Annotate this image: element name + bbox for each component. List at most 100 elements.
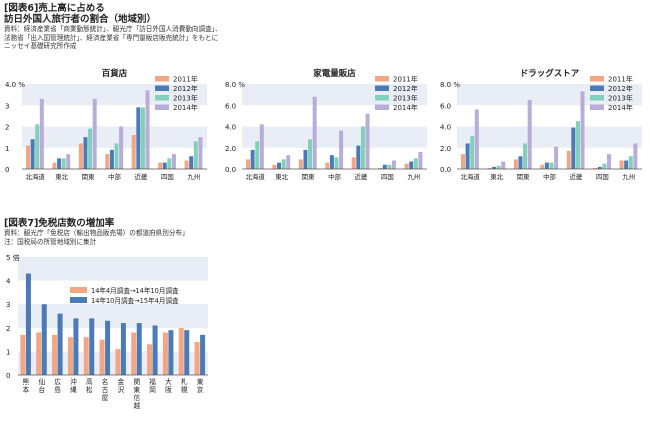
x-tick-label: 四国 <box>161 173 174 181</box>
legend-swatch <box>375 85 389 91</box>
legend-label: 2012年 <box>608 84 633 93</box>
figure7-note-1: 資料：観光庁「免税店（輸出物品販売場）の都道府県別分布」 <box>4 229 189 237</box>
chart-title: ドラッグストア <box>520 68 580 79</box>
legend-swatch <box>155 95 169 101</box>
bar <box>136 323 142 375</box>
bar <box>61 158 66 169</box>
legend-swatch <box>155 76 169 82</box>
legend-label: 2013年 <box>393 94 418 103</box>
bar <box>259 124 264 169</box>
bar <box>26 145 31 169</box>
bar <box>360 126 365 169</box>
legend-swatch <box>590 85 604 91</box>
legend-swatch <box>375 104 389 110</box>
y-tick-label: 3 <box>5 102 9 110</box>
y-tick-label: 4.0 % <box>5 81 25 89</box>
x-tick-label: 沖縄 <box>70 377 77 394</box>
bar <box>184 160 189 169</box>
bar <box>178 327 184 375</box>
x-tick-label: 東北 <box>275 172 288 181</box>
legend-label: 2011年 <box>608 75 633 84</box>
bar <box>492 166 497 169</box>
bar <box>193 141 198 169</box>
bar <box>189 156 194 169</box>
x-tick-label: 関東 <box>82 172 95 181</box>
bar <box>387 164 392 169</box>
legend-label: 14年4月調査→14年10月調査 <box>91 286 179 295</box>
x-tick-label: 名古屋 <box>102 377 109 402</box>
bar <box>168 330 174 375</box>
bar <box>57 158 62 169</box>
legend-swatch <box>70 297 87 303</box>
figure6-note-3: ニッセイ基礎研究所作成 <box>4 42 77 51</box>
bar <box>518 156 523 169</box>
legend-label: 14年10月調査→15年4月調査 <box>91 296 179 305</box>
x-tick-label: 広島 <box>54 377 61 394</box>
bar <box>501 161 506 169</box>
bar <box>409 161 414 169</box>
bar <box>115 349 121 375</box>
bar <box>198 137 203 169</box>
bar <box>527 99 532 169</box>
y-tick-label: 6.0 <box>440 102 451 110</box>
x-tick-label: 中部 <box>108 172 121 181</box>
bar <box>286 155 291 169</box>
x-tick-label: 近畿 <box>570 172 583 181</box>
figure7-note-2: 注：国税局の所管地域別に集計 <box>4 237 97 246</box>
x-tick-label: 熊本 <box>23 377 30 394</box>
bar <box>120 323 126 375</box>
y-tick-label: 0 <box>6 372 10 380</box>
bar <box>52 162 57 169</box>
chart-title: 百貨店 <box>102 68 128 79</box>
x-tick-label: 中部 <box>328 172 341 181</box>
bar <box>78 143 83 169</box>
figure6-note-1: 資料：経済産業省「商業動態統計」、観光庁「訪日外国人消費動向調査」、 <box>4 25 222 33</box>
bar <box>391 160 396 169</box>
legend-label: 2014年 <box>393 103 418 112</box>
bar <box>312 96 317 169</box>
bar <box>628 156 633 169</box>
bar <box>404 163 409 169</box>
y-tick-label: 0.0 <box>225 166 236 174</box>
bar <box>382 164 387 169</box>
legend-swatch <box>590 76 604 82</box>
bar <box>73 318 79 375</box>
bar <box>597 166 602 169</box>
bar <box>593 167 598 169</box>
x-tick-label: 東京 <box>197 377 204 394</box>
bar <box>145 90 150 169</box>
bar <box>571 127 576 169</box>
bar <box>308 139 313 169</box>
bar <box>461 154 466 169</box>
bar <box>52 334 58 375</box>
bar <box>246 159 251 169</box>
figure7-title: [図表7]免税店数の増加率 <box>4 218 115 229</box>
bar <box>30 139 35 169</box>
bar <box>131 332 137 375</box>
y-tick-label: 0 <box>5 166 9 174</box>
bar <box>36 332 42 375</box>
x-tick-label: 東北 <box>55 172 68 181</box>
bar <box>474 109 479 169</box>
x-tick-label: 関東 <box>302 172 315 181</box>
bar <box>194 341 200 375</box>
x-tick-label: 近畿 <box>135 172 148 181</box>
figure6-header: [図表6]売上高に占める 訪日外国人旅行者の割合（地域別） 資料：経済産業省「商… <box>4 3 222 51</box>
bar <box>281 159 286 169</box>
legend-swatch <box>590 95 604 101</box>
legend-swatch <box>375 76 389 82</box>
bar <box>624 160 629 169</box>
bar <box>540 164 545 169</box>
bar <box>162 332 168 375</box>
bar <box>606 154 611 169</box>
bar <box>200 334 206 375</box>
bar <box>109 149 114 169</box>
bar <box>35 124 40 169</box>
legend-swatch <box>590 104 604 110</box>
bar <box>496 165 501 169</box>
x-tick-label: 北海道 <box>461 172 481 181</box>
y-tick-label: 4.0 <box>440 124 451 132</box>
bar <box>67 337 73 375</box>
y-tick-label: 3 <box>6 301 10 309</box>
bar <box>255 141 260 169</box>
